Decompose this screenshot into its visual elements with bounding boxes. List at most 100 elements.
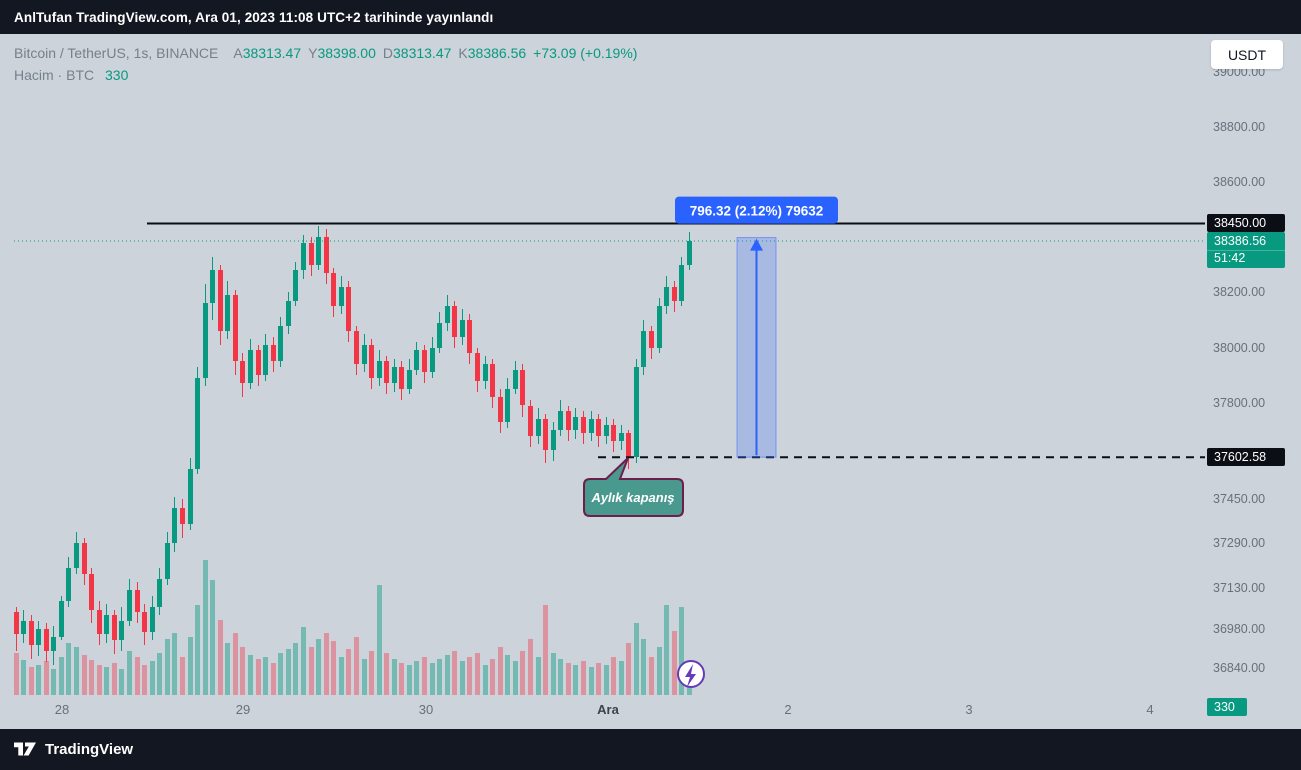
volume-bar xyxy=(482,665,488,695)
candle-body xyxy=(353,331,359,365)
candle-body xyxy=(316,237,322,265)
price-axis-label: 38000.00 xyxy=(1213,340,1266,355)
volume-bar xyxy=(225,643,231,695)
volume-bar xyxy=(301,627,306,695)
candle-body xyxy=(111,615,117,640)
candle-body xyxy=(656,306,662,348)
volume-bar xyxy=(134,657,140,695)
candle-body xyxy=(527,405,533,436)
candle-body xyxy=(51,637,57,651)
price-axis-label: 36980.00 xyxy=(1213,621,1266,636)
candle-body xyxy=(361,344,367,365)
volume-bar xyxy=(142,665,148,695)
volume-bar xyxy=(641,639,647,695)
candle-body xyxy=(89,573,95,610)
volume-bar xyxy=(13,653,19,695)
volume-bar xyxy=(437,659,443,695)
price-axis-label: 38600.00 xyxy=(1213,175,1266,190)
candle-body xyxy=(58,601,64,638)
volume-bar xyxy=(21,660,27,695)
candle-body xyxy=(21,620,27,635)
candle-body xyxy=(96,609,102,635)
volume-bar xyxy=(149,661,155,695)
candle-body xyxy=(671,286,677,301)
volume-bar xyxy=(633,623,639,695)
volume-bar xyxy=(467,657,473,695)
volume-bar xyxy=(157,653,163,695)
price-axis-label: 37290.00 xyxy=(1213,536,1266,551)
candle-body xyxy=(301,242,306,271)
volume-bar xyxy=(497,647,503,695)
candle-body xyxy=(331,273,337,307)
candle-body xyxy=(664,286,670,307)
candle-body xyxy=(611,424,617,442)
candle-body xyxy=(126,590,132,621)
candle-body xyxy=(293,270,299,301)
candle-body xyxy=(475,353,481,381)
volume-bar xyxy=(323,633,329,695)
price-axis-label: 38800.00 xyxy=(1213,119,1266,134)
candle-body xyxy=(369,344,375,378)
candle-body xyxy=(444,306,450,323)
volume-bar xyxy=(649,657,655,695)
volume-label[interactable]: Hacim · BTC xyxy=(14,67,95,83)
volume-bar xyxy=(429,663,435,695)
symbol-title[interactable]: Bitcoin / TetherUS, 1s, BINANCE xyxy=(14,45,219,61)
candle-body xyxy=(679,264,685,301)
volume-bar xyxy=(58,657,64,695)
price-axis-label: 38200.00 xyxy=(1213,285,1266,300)
candle-body xyxy=(142,612,148,632)
volume-bar xyxy=(316,639,322,695)
volume-bar xyxy=(422,657,428,695)
volume-bar xyxy=(270,663,276,695)
chart-area[interactable]: 796.32 (2.12%) 79632 Aylık kapanış Bitco… xyxy=(0,34,1301,729)
candle-body xyxy=(550,430,556,450)
volume-bar xyxy=(475,653,481,695)
change-value: +73.09 (+0.19%) xyxy=(533,45,638,61)
candle-body xyxy=(543,419,549,450)
volume-bar xyxy=(452,651,458,695)
candle-body xyxy=(210,270,216,304)
candle-body xyxy=(376,361,382,378)
volume-bar xyxy=(573,665,579,695)
volume-bar xyxy=(580,661,586,695)
volume-bar xyxy=(278,653,284,695)
candle-body xyxy=(66,568,72,602)
publish-header: AnlTufan TradingView.com, Ara 01, 2023 1… xyxy=(0,0,1301,34)
volume-bar xyxy=(550,653,556,695)
candle-body xyxy=(399,366,405,389)
candle-body xyxy=(573,416,579,431)
close-value: 38386.56 xyxy=(467,45,527,61)
candle-body xyxy=(520,369,526,406)
candle-body xyxy=(217,270,223,332)
volume-bar xyxy=(202,560,208,695)
tradingview-brand[interactable]: TradingView xyxy=(45,741,134,758)
candle-body xyxy=(686,240,692,265)
bar-countdown: 51:42 xyxy=(1207,249,1285,268)
volume-bar xyxy=(210,580,216,695)
volume-bar xyxy=(248,655,254,695)
price-axis-label: 36840.00 xyxy=(1213,660,1266,675)
volume-bar xyxy=(588,667,594,695)
volume-bar xyxy=(119,669,125,695)
volume-bar xyxy=(255,659,261,695)
publish-title: AnlTufan TradingView.com, Ara 01, 2023 1… xyxy=(14,9,494,25)
candle-body xyxy=(490,364,496,398)
price-badge-37602: 37602.58 xyxy=(1207,448,1285,467)
volume-bar xyxy=(51,669,57,695)
candle-body xyxy=(505,388,511,423)
currency-toggle-button[interactable]: USDT xyxy=(1211,40,1283,69)
volume-bar xyxy=(81,655,87,695)
candle-body xyxy=(588,419,594,434)
candle-body xyxy=(263,344,269,376)
candle-body xyxy=(565,411,571,431)
candle-body xyxy=(384,361,390,384)
time-axis-label: 3 xyxy=(965,702,973,717)
volume-bar xyxy=(490,659,496,695)
volume-bar xyxy=(172,633,178,695)
volume-bar xyxy=(263,657,269,695)
volume-bar xyxy=(384,653,390,695)
price-axis-label: 37130.00 xyxy=(1213,580,1266,595)
open-key: A xyxy=(233,45,243,61)
candle-body xyxy=(187,468,193,525)
